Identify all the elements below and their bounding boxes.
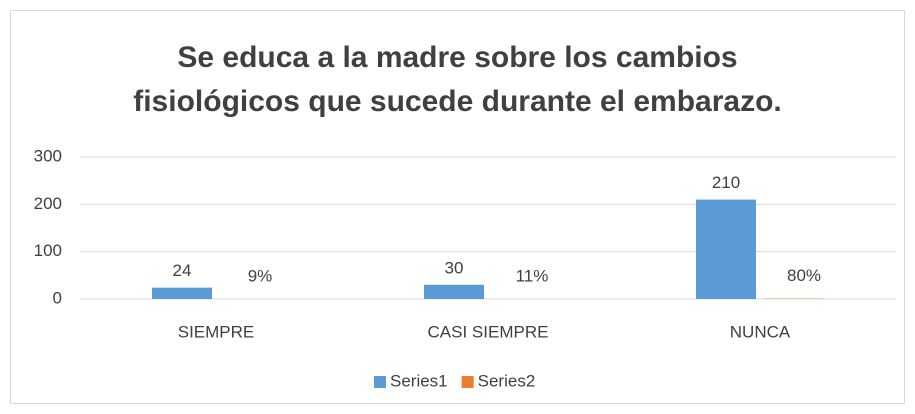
y-tick-label: 0	[53, 288, 62, 307]
bar	[696, 199, 756, 299]
legend-label: Series1	[390, 371, 448, 390]
legend-swatch	[461, 376, 474, 388]
bar	[424, 284, 484, 299]
data-label: 9%	[248, 266, 273, 285]
data-label: 30	[445, 258, 464, 277]
bar	[152, 287, 212, 299]
y-tick-label: 200	[34, 194, 62, 213]
y-tick-label: 300	[34, 146, 62, 165]
chart-title: Se educa a la madre sobre los cambios fi…	[133, 41, 782, 118]
x-tick-label: SIEMPRE	[178, 322, 255, 341]
legend-label: Series2	[478, 371, 536, 390]
data-label: 80%	[787, 266, 821, 285]
data-label: 24	[173, 261, 192, 280]
y-tick-label: 100	[34, 241, 62, 260]
data-label: 210	[712, 173, 740, 192]
x-tick-label: CASI SIEMPRE	[428, 322, 549, 341]
x-tick-label: NUNCA	[730, 322, 791, 341]
legend-swatch	[374, 376, 386, 388]
data-label: 11%	[516, 266, 549, 285]
